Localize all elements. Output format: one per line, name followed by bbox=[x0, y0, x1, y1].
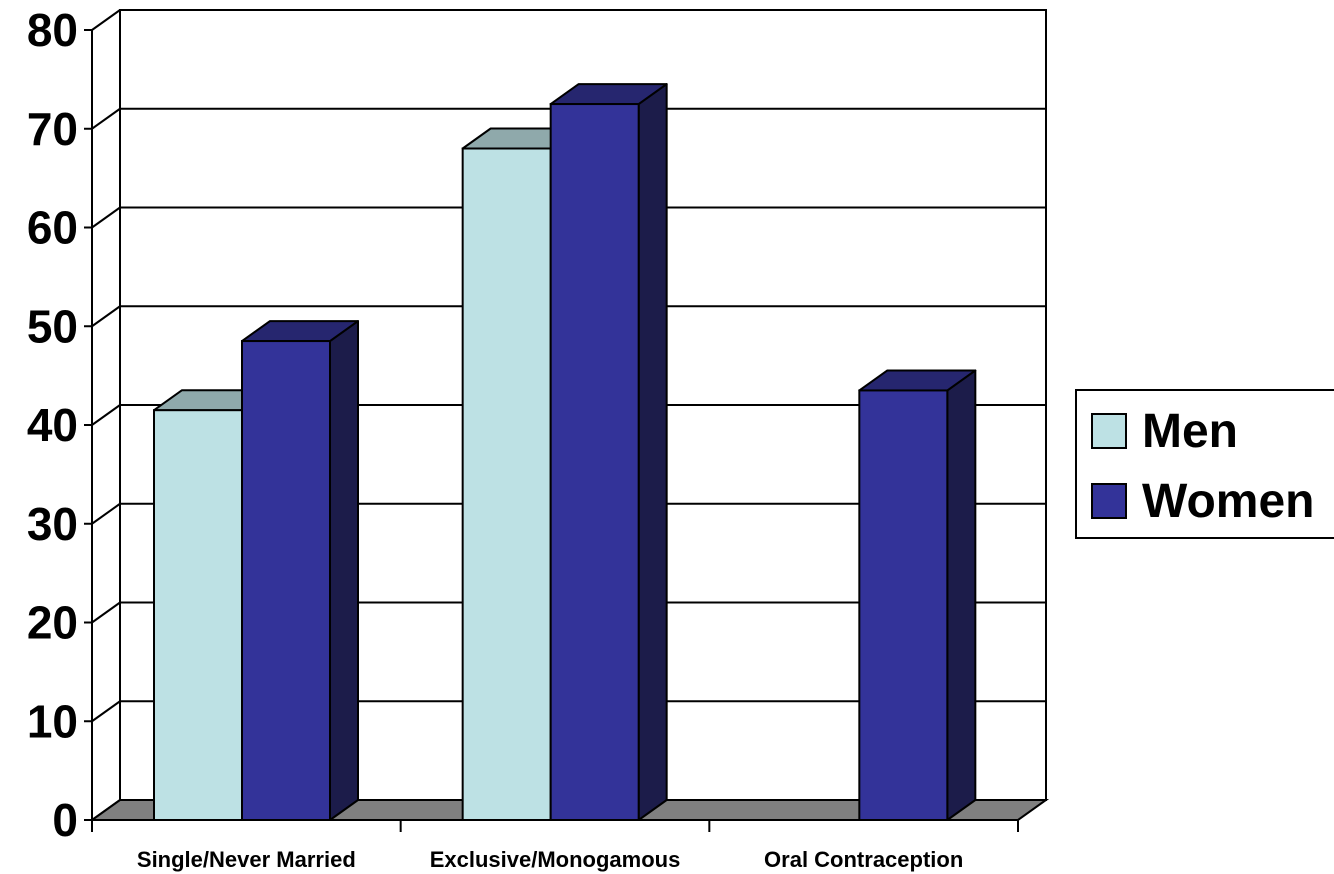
y-tick-label: 80 bbox=[27, 4, 78, 56]
side-gridline bbox=[91, 206, 121, 229]
side-gridline bbox=[91, 601, 121, 624]
y-tick-label: 50 bbox=[27, 300, 78, 352]
legend: Men Women bbox=[1075, 389, 1334, 539]
bar-front bbox=[241, 340, 331, 821]
bar bbox=[241, 320, 359, 821]
bar bbox=[858, 369, 977, 821]
side-gridline bbox=[91, 305, 121, 328]
side-gridline bbox=[91, 502, 121, 525]
y-tick-labels: 0 10 20 30 40 50 60 70 80 bbox=[27, 4, 78, 846]
bar-front bbox=[858, 389, 949, 821]
bar bbox=[549, 83, 668, 821]
y-tick-label: 10 bbox=[27, 695, 78, 747]
legend-swatch bbox=[1091, 483, 1127, 519]
category-labels: Single/Never Married Exclusive/Monogamous… bbox=[137, 847, 963, 872]
category-label: Single/Never Married bbox=[137, 847, 356, 872]
y-tick-label: 70 bbox=[27, 103, 78, 155]
bar-side bbox=[946, 369, 977, 821]
bar-side bbox=[637, 83, 668, 821]
category-label: Exclusive/Monogamous bbox=[430, 847, 681, 872]
bar-front bbox=[549, 103, 640, 821]
y-tick-label: 60 bbox=[27, 202, 78, 254]
side-gridline bbox=[91, 9, 121, 31]
y-tick-label: 30 bbox=[27, 498, 78, 550]
legend-swatch bbox=[1091, 413, 1127, 449]
legend-label: Women bbox=[1142, 475, 1314, 528]
bar-front bbox=[153, 409, 243, 821]
bars bbox=[153, 83, 977, 821]
legend-label: Men bbox=[1142, 405, 1238, 458]
side-gridline bbox=[91, 107, 121, 130]
bar-front bbox=[461, 147, 552, 821]
side-gridline bbox=[91, 404, 121, 426]
bar-side bbox=[329, 320, 359, 821]
y-tick-label: 0 bbox=[52, 794, 78, 846]
y-tick-label: 20 bbox=[27, 597, 78, 649]
category-label: Oral Contraception bbox=[764, 847, 963, 872]
side-gridline bbox=[91, 700, 121, 723]
y-tick-label: 40 bbox=[27, 399, 78, 451]
